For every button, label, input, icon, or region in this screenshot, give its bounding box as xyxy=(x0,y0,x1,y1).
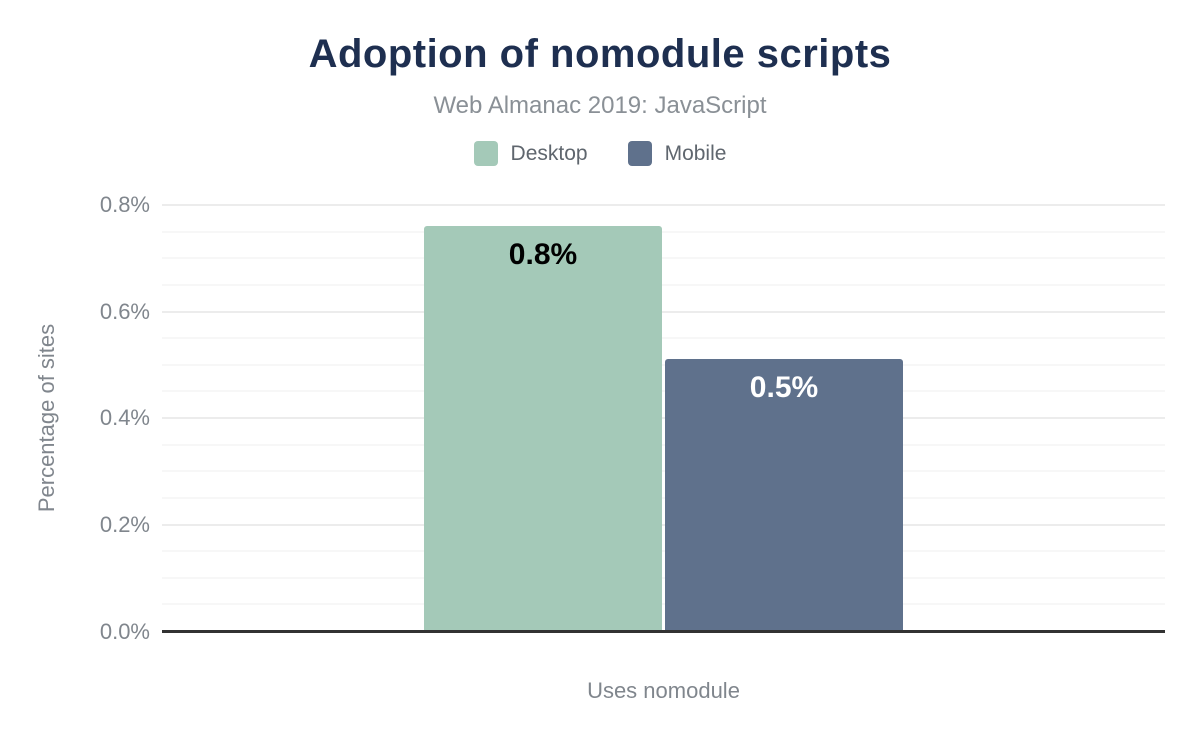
gridline-minor xyxy=(162,470,1165,473)
legend-item-desktop: Desktop xyxy=(473,141,588,166)
gridline-minor xyxy=(162,230,1165,233)
gridline-major xyxy=(162,417,1165,419)
y-tick-0.0%: 0.0% xyxy=(99,619,150,644)
y-tick-0.4%: 0.4% xyxy=(99,405,150,430)
legend-label: Desktop xyxy=(510,141,588,165)
legend-swatch-desktop xyxy=(473,141,498,166)
bar-value-label-desktop: 0.8% xyxy=(508,238,578,271)
gridline-minor xyxy=(162,443,1165,446)
gridline-minor xyxy=(162,576,1165,579)
gridline-minor xyxy=(162,363,1165,366)
x-axis-label: Uses nomodule xyxy=(587,678,740,703)
y-tick-0.6%: 0.6% xyxy=(99,298,150,324)
legend-swatch-mobile xyxy=(627,141,652,166)
gridline-minor xyxy=(162,496,1165,499)
plot-area: 0.8% 0.5% xyxy=(162,204,1165,631)
y-tick-0.8%: 0.8% xyxy=(99,192,150,217)
gridline-minor xyxy=(162,390,1165,393)
gridline-minor xyxy=(162,550,1165,553)
chart-subtitle: Web Almanac 2019: JavaScript xyxy=(433,92,767,119)
legend-item-mobile: Mobile xyxy=(627,141,727,166)
gridline-minor xyxy=(162,337,1165,340)
chart-title: Adoption of nomodule scripts xyxy=(308,32,892,76)
bar-mobile: 0.5% xyxy=(665,359,903,631)
gridline-major xyxy=(162,523,1165,526)
gridline-major xyxy=(162,204,1165,206)
y-tick-0.2%: 0.2% xyxy=(99,511,150,537)
legend-label: Mobile xyxy=(664,141,727,165)
bar-desktop: 0.8% xyxy=(424,226,662,631)
gridline-minor xyxy=(162,283,1165,286)
x-axis-line xyxy=(162,630,1165,633)
legend: Desktop Mobile xyxy=(0,141,1200,166)
gridline-minor xyxy=(162,603,1165,606)
gridline-minor xyxy=(162,257,1165,260)
bar-value-label-mobile: 0.5% xyxy=(749,371,819,404)
gridline-major xyxy=(162,310,1165,313)
